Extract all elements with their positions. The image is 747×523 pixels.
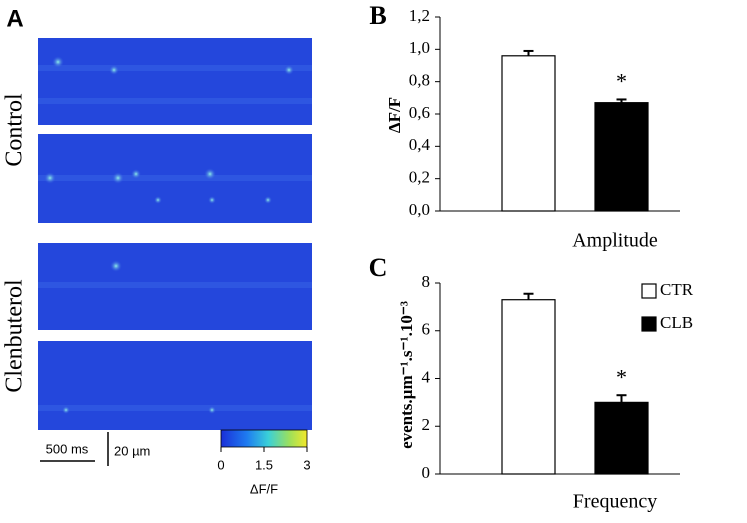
bar — [594, 401, 649, 475]
y-tick-label: 1,0 — [409, 38, 430, 57]
linescan-image — [38, 38, 312, 125]
colorbar — [220, 429, 308, 448]
colorbar-tick-label: 3 — [303, 457, 310, 472]
time-scale-label: 500 ms — [46, 441, 89, 456]
linescan-image — [38, 341, 312, 430]
linescan-streak — [38, 65, 312, 71]
linescan-streak — [38, 282, 312, 288]
y-tick-label: 4 — [422, 367, 431, 386]
space-scale-label: 20 µm — [114, 443, 150, 458]
row-label: Clenbuterol — [2, 279, 28, 393]
y-tick-label: 1,2 — [409, 6, 430, 25]
legend-swatch — [641, 316, 657, 332]
x-category-label: Amplitude — [572, 230, 658, 252]
significance-mark: * — [616, 68, 627, 93]
linescan-streak — [38, 175, 312, 181]
panel-label: B — [369, 1, 386, 30]
y-tick-label: 8 — [422, 272, 431, 291]
y-tick-label: 0,2 — [409, 168, 430, 187]
sparks — [44, 56, 294, 414]
colorbar-tick-label: 1.5 — [255, 457, 273, 472]
row-label: Control — [2, 93, 28, 167]
legend-label: CTR — [660, 280, 694, 299]
y-tick-label: 0 — [422, 463, 431, 482]
y-tick-label: 2 — [422, 415, 431, 434]
bar — [501, 299, 556, 475]
panel-label: A — [6, 5, 23, 32]
y-tick-label: 6 — [422, 320, 431, 339]
colorbar-label: ΔF/F — [250, 481, 278, 496]
significance-mark: * — [616, 364, 627, 389]
y-tick-label: 0,4 — [409, 135, 431, 154]
legend-swatch — [641, 283, 657, 299]
y-tick-label: 0,0 — [409, 200, 430, 219]
panel-a-images — [38, 38, 312, 430]
bar — [594, 102, 649, 212]
y-tick-label: 0,8 — [409, 71, 430, 90]
panel-label: C — [369, 253, 388, 282]
y-axis-label: ΔF/F — [385, 97, 404, 133]
x-category-label: Frequency — [573, 491, 657, 513]
linescan-streak — [38, 405, 312, 411]
legend-label: CLB — [660, 313, 693, 332]
y-axis-label: events.µm⁻¹.s⁻¹.10⁻³ — [397, 301, 416, 449]
bar — [501, 55, 556, 212]
colorbar-tick-label: 0 — [217, 457, 224, 472]
y-tick-label: 0,6 — [409, 103, 430, 122]
linescan-streak — [38, 98, 312, 104]
